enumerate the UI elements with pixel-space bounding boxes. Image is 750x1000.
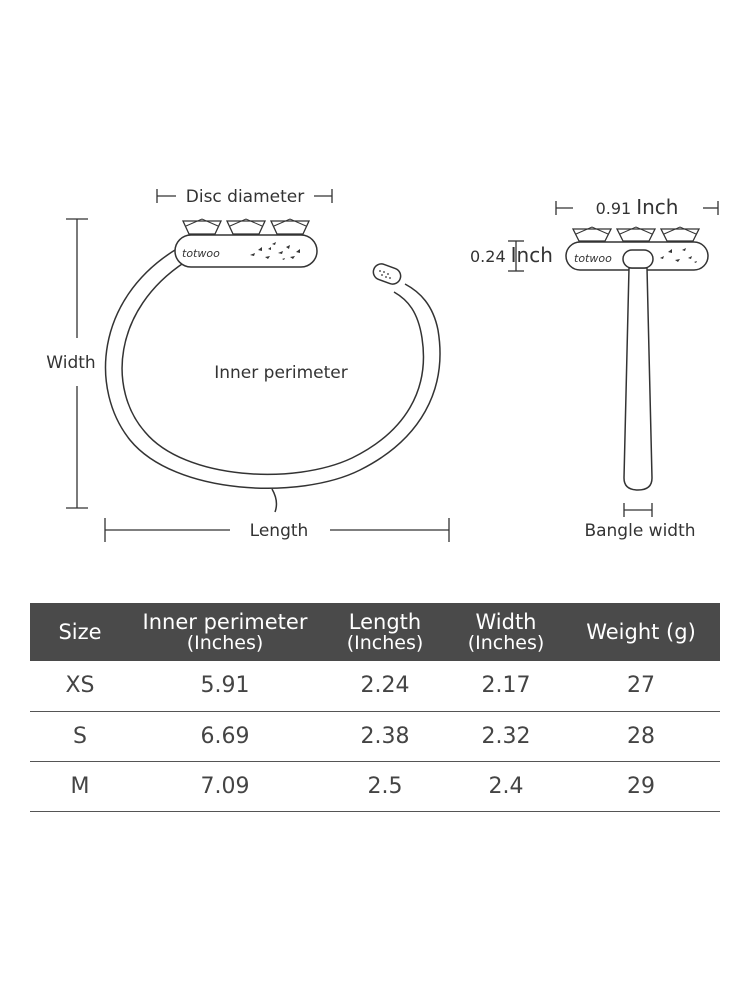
- table-cell: M: [30, 761, 130, 812]
- table-cell: 27: [562, 661, 720, 712]
- header-cell: Size: [30, 603, 130, 661]
- length-dimension: [104, 518, 450, 542]
- bangle-width-dimension: [623, 503, 653, 517]
- header-title: Width: [475, 609, 537, 634]
- table-cell: XS: [30, 661, 130, 712]
- header-subtitle: (Inches): [467, 631, 545, 654]
- size-table-body: XS 5.91 2.24 2.17 27 S 6.69 2.38 2.32 28 M 7.09 2.5 2…: [30, 661, 720, 812]
- side-view-band: [622, 249, 654, 491]
- table-cell: 5.91: [130, 661, 320, 712]
- table-cell: 29: [562, 761, 720, 812]
- width-label: Width: [46, 353, 95, 373]
- header-cell: Length (Inches): [320, 603, 450, 661]
- inner-perimeter-label: Inner perimeter: [214, 363, 348, 383]
- side-width-text: 0.91 Inch: [596, 195, 679, 219]
- header-subtitle: (Inches): [186, 631, 264, 654]
- header-cell: Inner perimeter (Inches): [130, 603, 320, 661]
- side-height-unit: Inch: [511, 243, 553, 267]
- disc-diameter-label: Disc diameter: [186, 187, 305, 207]
- table-cell: 2.24: [320, 661, 450, 712]
- table-cell: 2.32: [450, 711, 562, 762]
- table-cell: 6.69: [130, 711, 320, 762]
- disc-with-gems: [174, 218, 318, 268]
- bangle-width-label: Bangle width: [584, 521, 695, 541]
- bangle-front-view: [104, 249, 441, 513]
- table-row: M 7.09 2.5 2.4 29: [30, 761, 720, 812]
- header-title: Size: [58, 619, 102, 644]
- side-width-dimension: [555, 201, 719, 215]
- header-cell: Weight (g): [562, 603, 720, 661]
- side-height-text: 0.24 Inch: [470, 243, 553, 267]
- header-title: Inner perimeter: [142, 609, 308, 634]
- side-width-value: 0.91: [596, 199, 632, 218]
- bangle-diagram: Disc diameter Width Length: [46, 187, 719, 542]
- side-view-logo: totwoo: [574, 252, 612, 265]
- size-table: Size Inner perimeter (Inches) Length (Inches…: [30, 603, 720, 812]
- table-cell: 28: [562, 711, 720, 762]
- disc-logo: totwoo: [182, 247, 220, 260]
- disc-diameter-dimension: [156, 189, 333, 203]
- side-width-unit: Inch: [636, 195, 678, 219]
- header-row: Size Inner perimeter (Inches) Length (Inches…: [30, 603, 720, 661]
- length-label: Length: [250, 521, 309, 541]
- side-height-dimension: [508, 240, 524, 272]
- header-subtitle: (Inches): [346, 631, 424, 654]
- table-cell: S: [30, 711, 130, 762]
- table-cell: 7.09: [130, 761, 320, 812]
- end-cap-dots: [379, 270, 391, 279]
- header-title: Weight (g): [586, 619, 696, 644]
- size-table-header: Size Inner perimeter (Inches) Length (Inches…: [30, 603, 720, 661]
- table-cell: 2.17: [450, 661, 562, 712]
- table-cell: 2.4: [450, 761, 562, 812]
- table-cell: 2.5: [320, 761, 450, 812]
- side-height-value: 0.24: [470, 247, 506, 266]
- table-row: S 6.69 2.38 2.32 28: [30, 711, 720, 762]
- header-title: Length: [348, 609, 422, 634]
- table-cell: 2.38: [320, 711, 450, 762]
- width-dimension: [66, 218, 88, 509]
- table-row: XS 5.91 2.24 2.17 27: [30, 661, 720, 712]
- header-cell: Width (Inches): [450, 603, 562, 661]
